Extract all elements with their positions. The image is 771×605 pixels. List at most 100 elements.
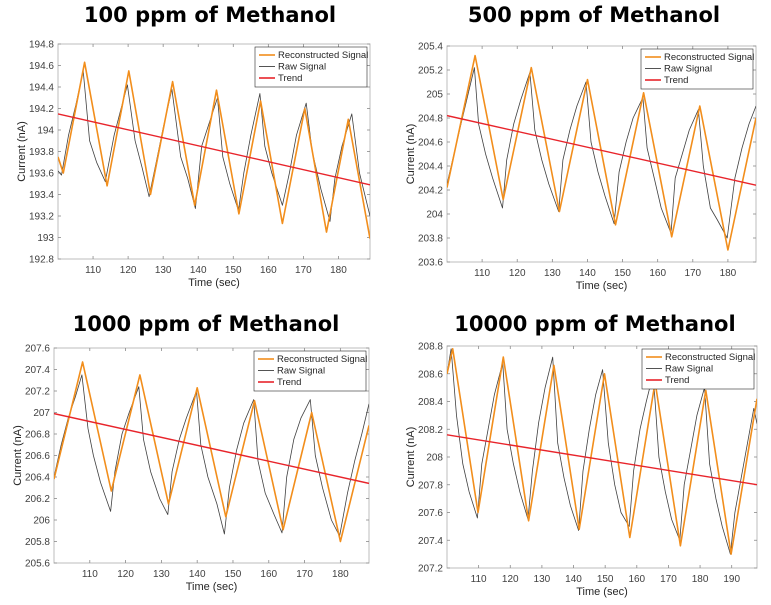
legend-entry: Trend <box>665 375 689 386</box>
y-axis-label: Current (nA) <box>16 121 28 182</box>
y-tick-label: 204.4 <box>418 162 443 173</box>
chart-100ppm: 110 120 130 140 150 160 170 180 192.8 193 193.2 193… <box>16 40 371 289</box>
y-tick-label: 206.2 <box>25 494 50 505</box>
chart-title-100ppm: 100 ppm of Methanol <box>83 3 337 27</box>
x-tick-label: 120 <box>502 574 519 585</box>
legend-box <box>254 46 368 88</box>
x-tick-label: 180 <box>330 265 347 276</box>
x-tick-label: 120 <box>509 268 526 279</box>
x-tick-label: 110 <box>471 574 487 585</box>
y-tick-label: 207.2 <box>25 387 50 398</box>
y-tick-label: 194.6 <box>29 61 54 72</box>
x-tick-label: 160 <box>260 569 277 580</box>
y-tick-label: 205.6 <box>25 559 50 570</box>
x-tick-label: 190 <box>723 574 740 585</box>
y-tick-label: 203.8 <box>418 234 443 245</box>
series-line-trend <box>447 114 756 186</box>
x-axis-label: Time (sec) <box>186 581 238 593</box>
series-line-reconstructed-signal <box>54 361 369 543</box>
y-tick-label: 208.6 <box>418 369 443 380</box>
x-tick-label: 150 <box>597 574 614 585</box>
x-tick-label: 140 <box>579 268 596 279</box>
y-tick-label: 206.6 <box>25 451 50 462</box>
x-tick-label: 130 <box>534 574 551 585</box>
legend-entry: Raw Signal <box>665 364 713 375</box>
y-tick-label: 206.8 <box>25 430 50 441</box>
x-tick-label: 150 <box>225 569 242 580</box>
chart-1000ppm: 110 120 130 140 150 160 170 180 205.6 205.8 206 206… <box>12 344 370 593</box>
chart-title-500ppm: 500 ppm of Methanol <box>467 3 721 27</box>
series-line-raw-signal <box>447 348 757 555</box>
x-tick-label: 140 <box>565 574 582 585</box>
x-tick-label: 170 <box>684 268 701 279</box>
series-line-reconstructed-signal <box>447 347 757 555</box>
x-tick-label: 110 <box>85 265 101 276</box>
x-tick-label: 130 <box>153 569 170 580</box>
y-tick-label: 193.4 <box>29 190 54 201</box>
x-axis-label: Time (sec) <box>576 280 628 292</box>
x-tick-label: 170 <box>295 265 312 276</box>
x-tick-label: 160 <box>628 574 645 585</box>
x-tick-label: 110 <box>82 569 98 580</box>
x-tick-label: 170 <box>660 574 677 585</box>
x-tick-label: 130 <box>155 265 172 276</box>
chart-title-10000ppm: 10000 ppm of Methanol <box>454 312 736 336</box>
y-tick-label: 204.8 <box>418 114 443 125</box>
chart-title-1000ppm: 1000 ppm of Methanol <box>72 312 340 336</box>
y-tick-label: 207.6 <box>25 344 50 355</box>
x-tick-label: 140 <box>189 569 206 580</box>
y-tick-label: 207.4 <box>418 536 443 547</box>
y-tick-label: 204.6 <box>418 138 443 149</box>
series-line-raw-signal <box>447 67 756 239</box>
y-tick-label: 205 <box>426 90 443 101</box>
x-tick-label: 140 <box>190 265 207 276</box>
legend-entry: Raw Signal <box>664 64 712 75</box>
series-line-trend <box>54 412 369 485</box>
y-tick-label: 208.8 <box>418 342 443 353</box>
y-tick-label: 193.8 <box>29 147 54 158</box>
legend-entry: Trend <box>277 377 301 388</box>
y-tick-label: 206.4 <box>25 473 50 484</box>
y-tick-label: 192.8 <box>29 255 54 266</box>
y-tick-label: 194.4 <box>29 83 54 94</box>
y-tick-label: 204.2 <box>418 186 443 197</box>
legend-box <box>640 48 754 90</box>
legend-box <box>641 348 755 390</box>
y-tick-label: 206 <box>33 516 50 527</box>
legend-entry: Reconstructed Signal <box>665 352 755 363</box>
y-tick-label: 205.8 <box>25 537 50 548</box>
y-tick-label: 193.6 <box>29 169 54 180</box>
y-tick-label: 203.6 <box>418 258 443 269</box>
y-tick-label: 205.4 <box>418 42 443 53</box>
y-tick-label: 205.2 <box>418 66 443 77</box>
legend-entry: Reconstructed Signal <box>277 354 367 365</box>
y-tick-label: 194.2 <box>29 104 54 115</box>
legend-entry: Raw Signal <box>278 62 326 73</box>
x-tick-label: 160 <box>649 268 666 279</box>
x-tick-label: 180 <box>332 569 349 580</box>
y-tick-label: 207.2 <box>418 564 443 575</box>
y-tick-label: 207.8 <box>418 480 443 491</box>
y-tick-label: 208.4 <box>418 397 443 408</box>
x-axis-label: Time (sec) <box>576 586 628 598</box>
legend-entry: Reconstructed Signal <box>278 50 368 61</box>
x-tick-label: 130 <box>544 268 561 279</box>
y-tick-label: 208.2 <box>418 425 443 436</box>
y-axis-label: Current (nA) <box>405 427 417 488</box>
x-tick-label: 180 <box>692 574 709 585</box>
y-tick-label: 193.2 <box>29 212 54 223</box>
x-tick-label: 150 <box>614 268 631 279</box>
y-axis-label: Current (nA) <box>405 124 417 185</box>
y-tick-label: 208 <box>426 453 443 464</box>
y-tick-label: 193 <box>37 233 54 244</box>
y-tick-label: 207 <box>33 408 50 419</box>
y-tick-label: 194.8 <box>29 40 54 51</box>
x-tick-label: 170 <box>296 569 313 580</box>
y-tick-label: 207.6 <box>418 508 443 519</box>
y-tick-label: 207.4 <box>25 365 50 376</box>
series-line-trend <box>58 113 370 186</box>
